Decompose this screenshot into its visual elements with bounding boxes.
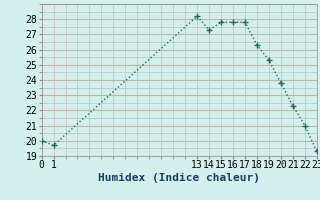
X-axis label: Humidex (Indice chaleur): Humidex (Indice chaleur) <box>98 173 260 183</box>
